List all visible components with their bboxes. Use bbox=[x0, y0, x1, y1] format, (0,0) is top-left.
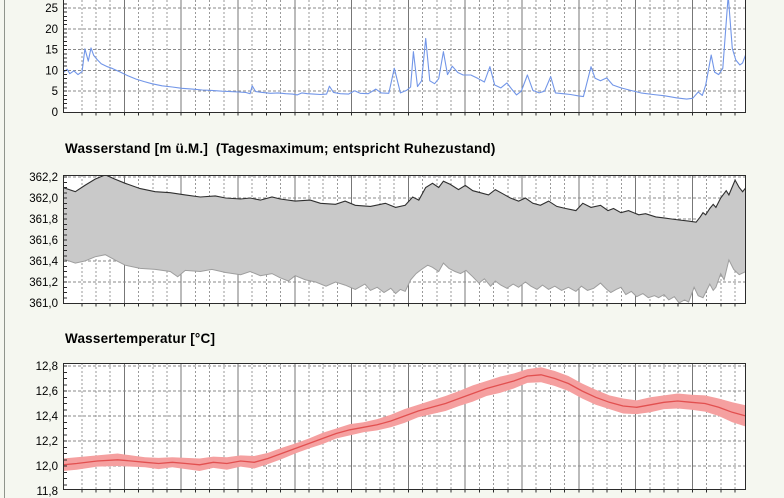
y-axis-label: 12,4 bbox=[36, 411, 59, 423]
discharge-panel: 25 20 15 10 5 0 bbox=[45, 0, 746, 119]
waterlevel-min-line bbox=[63, 254, 746, 304]
waterlevel-panel-plot bbox=[63, 175, 746, 304]
waterlevel-title: Wasserstand [m ü.M.] (Tagesmaximum; ents… bbox=[65, 141, 496, 156]
discharge-panel-plot bbox=[63, 0, 746, 113]
y-axis-label: 12,2 bbox=[36, 436, 58, 448]
temperature-panel: 12,8 12,6 12,4 12,2 12,0 11,8 bbox=[36, 361, 746, 498]
waterlevel-panel: 362,2 362,0 361,8 361,6 361,4 361,2 361,0 bbox=[29, 172, 746, 310]
temperature-panel-plot bbox=[63, 363, 746, 490]
y-axis-label: 361,2 bbox=[29, 277, 58, 289]
y-axis-label: 361,6 bbox=[29, 235, 58, 247]
temperature-mean-line bbox=[63, 374, 746, 466]
y-axis-label: 0 bbox=[52, 107, 58, 119]
waterlevel-band bbox=[63, 175, 746, 303]
y-axis-label: 362,0 bbox=[29, 193, 58, 205]
y-axis-label: 20 bbox=[45, 24, 58, 36]
y-axis-label: 25 bbox=[45, 3, 58, 15]
y-axis-label: 12,8 bbox=[36, 361, 58, 373]
y-axis-label: 361,4 bbox=[29, 256, 58, 268]
waterlevel-max-line bbox=[63, 175, 746, 223]
temperature-band bbox=[63, 367, 746, 471]
y-axis-label: 361,8 bbox=[29, 214, 58, 226]
y-axis-label: 5 bbox=[52, 86, 58, 98]
watertemperature-title: Wassertemperatur [°C] bbox=[65, 331, 216, 346]
y-axis-label: 12,0 bbox=[36, 461, 58, 473]
y-axis-label: 361,0 bbox=[29, 298, 58, 310]
discharge-line bbox=[63, 0, 746, 100]
y-axis-label: 11,8 bbox=[36, 486, 58, 498]
y-axis-label: 10 bbox=[45, 65, 58, 77]
y-axis-label: 362,2 bbox=[29, 172, 58, 184]
y-axis-label: 12,6 bbox=[36, 386, 58, 398]
y-axis-label: 15 bbox=[45, 45, 58, 57]
